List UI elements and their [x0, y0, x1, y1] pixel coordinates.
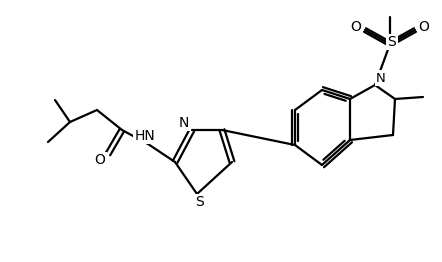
Text: HN: HN: [135, 129, 156, 143]
Text: S: S: [194, 195, 203, 209]
Text: N: N: [376, 72, 386, 85]
Text: O: O: [95, 153, 106, 167]
Text: O: O: [419, 20, 430, 34]
Text: O: O: [351, 20, 362, 34]
Text: S: S: [388, 35, 396, 49]
Text: N: N: [179, 116, 189, 130]
